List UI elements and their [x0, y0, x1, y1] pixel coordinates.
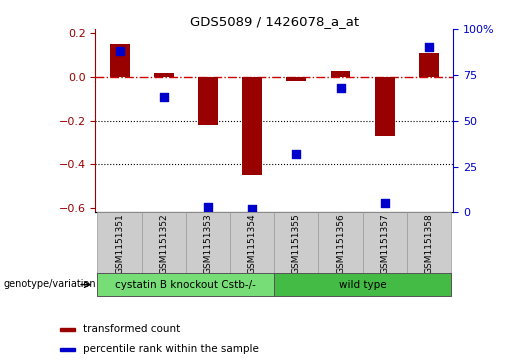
Point	[336, 85, 345, 91]
Bar	[274, 212, 318, 274]
Text: GSM1151355: GSM1151355	[292, 213, 301, 274]
Point	[115, 48, 124, 54]
Text: GSM1151354: GSM1151354	[248, 213, 256, 274]
Bar	[419, 53, 439, 77]
Text: cystatin B knockout Cstb-/-: cystatin B knockout Cstb-/-	[115, 280, 256, 290]
Point	[425, 45, 433, 50]
Bar	[407, 212, 451, 274]
Bar	[97, 273, 274, 296]
Point	[292, 151, 300, 156]
Title: GDS5089 / 1426078_a_at: GDS5089 / 1426078_a_at	[190, 15, 359, 28]
Bar	[110, 44, 129, 77]
Point	[248, 206, 256, 212]
Bar	[363, 212, 407, 274]
Text: genotype/variation: genotype/variation	[4, 279, 96, 289]
Bar	[318, 212, 363, 274]
Bar	[198, 77, 218, 125]
Bar	[186, 212, 230, 274]
Bar	[230, 212, 274, 274]
Bar	[286, 77, 306, 81]
Bar	[331, 70, 351, 77]
Point	[160, 94, 168, 100]
Bar	[242, 77, 262, 175]
Point	[204, 204, 212, 210]
Bar	[97, 212, 142, 274]
Bar	[274, 273, 451, 296]
Bar	[60, 328, 75, 331]
Text: GSM1151353: GSM1151353	[203, 213, 213, 274]
Bar	[154, 73, 174, 77]
Text: GSM1151351: GSM1151351	[115, 213, 124, 274]
Bar	[60, 348, 75, 351]
Text: GSM1151352: GSM1151352	[159, 213, 168, 274]
Bar	[142, 212, 186, 274]
Bar	[375, 77, 394, 136]
Text: percentile rank within the sample: percentile rank within the sample	[83, 344, 260, 354]
Text: wild type: wild type	[339, 280, 386, 290]
Text: GSM1151357: GSM1151357	[380, 213, 389, 274]
Text: GSM1151358: GSM1151358	[424, 213, 434, 274]
Text: transformed count: transformed count	[83, 324, 181, 334]
Point	[381, 200, 389, 206]
Text: GSM1151356: GSM1151356	[336, 213, 345, 274]
